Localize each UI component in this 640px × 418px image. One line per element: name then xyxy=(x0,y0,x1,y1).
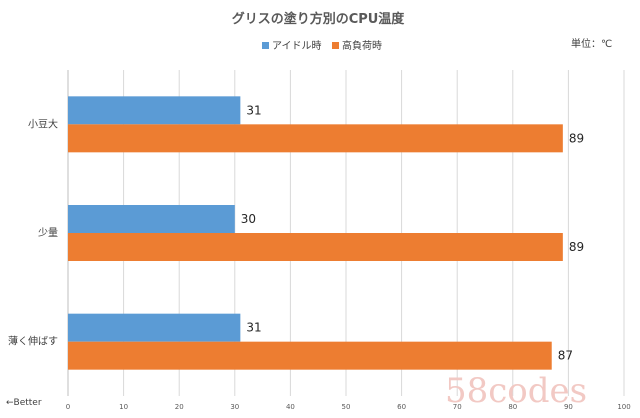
data-label: 31 xyxy=(246,103,261,117)
category-label: 薄く伸ばす xyxy=(8,335,58,348)
legend-swatch-idle xyxy=(262,42,269,49)
category-label: 小豆大 xyxy=(28,117,58,130)
bar-load xyxy=(68,233,563,261)
x-tick-label: 60 xyxy=(397,403,406,411)
x-tick-label: 70 xyxy=(453,403,462,411)
legend-label-idle: アイドル時 xyxy=(272,40,322,52)
x-tick-label: 50 xyxy=(342,403,351,411)
category-label: 少量 xyxy=(38,227,58,239)
legend-swatch-load xyxy=(332,42,339,49)
x-axis-ticks: 0 10 20 30 40 50 60 70 80 90 100 xyxy=(66,403,631,411)
legend-label-load: 高負荷時 xyxy=(342,39,382,52)
data-label: 30 xyxy=(241,212,256,226)
bar-load xyxy=(68,341,552,370)
watermark: 58codes xyxy=(445,371,587,411)
x-tick-label: 30 xyxy=(230,403,239,411)
data-label: 31 xyxy=(246,321,261,335)
bar-idle xyxy=(68,313,241,342)
unit-label: 単位：℃ xyxy=(571,37,612,50)
bar-idle xyxy=(68,96,241,125)
data-label: 89 xyxy=(569,240,584,254)
x-tick-label: 80 xyxy=(508,403,517,411)
x-tick-label: 0 xyxy=(66,403,70,411)
bar-idle xyxy=(68,205,235,233)
better-note: ←Better xyxy=(6,398,42,408)
bar-load xyxy=(68,124,563,153)
x-tick-label: 40 xyxy=(286,403,295,411)
chart-title: グリスの塗り方別のCPU温度 xyxy=(232,11,406,27)
bars: 31 89 30 89 31 87 xyxy=(68,96,584,370)
legend: アイドル時 高負荷時 xyxy=(262,39,382,52)
data-label: 89 xyxy=(569,131,584,145)
data-label: 87 xyxy=(558,349,573,363)
x-tick-label: 20 xyxy=(175,403,184,411)
x-tick-label: 10 xyxy=(119,403,128,411)
x-tick-label: 100 xyxy=(617,403,630,411)
x-tick-label: 90 xyxy=(564,403,573,411)
